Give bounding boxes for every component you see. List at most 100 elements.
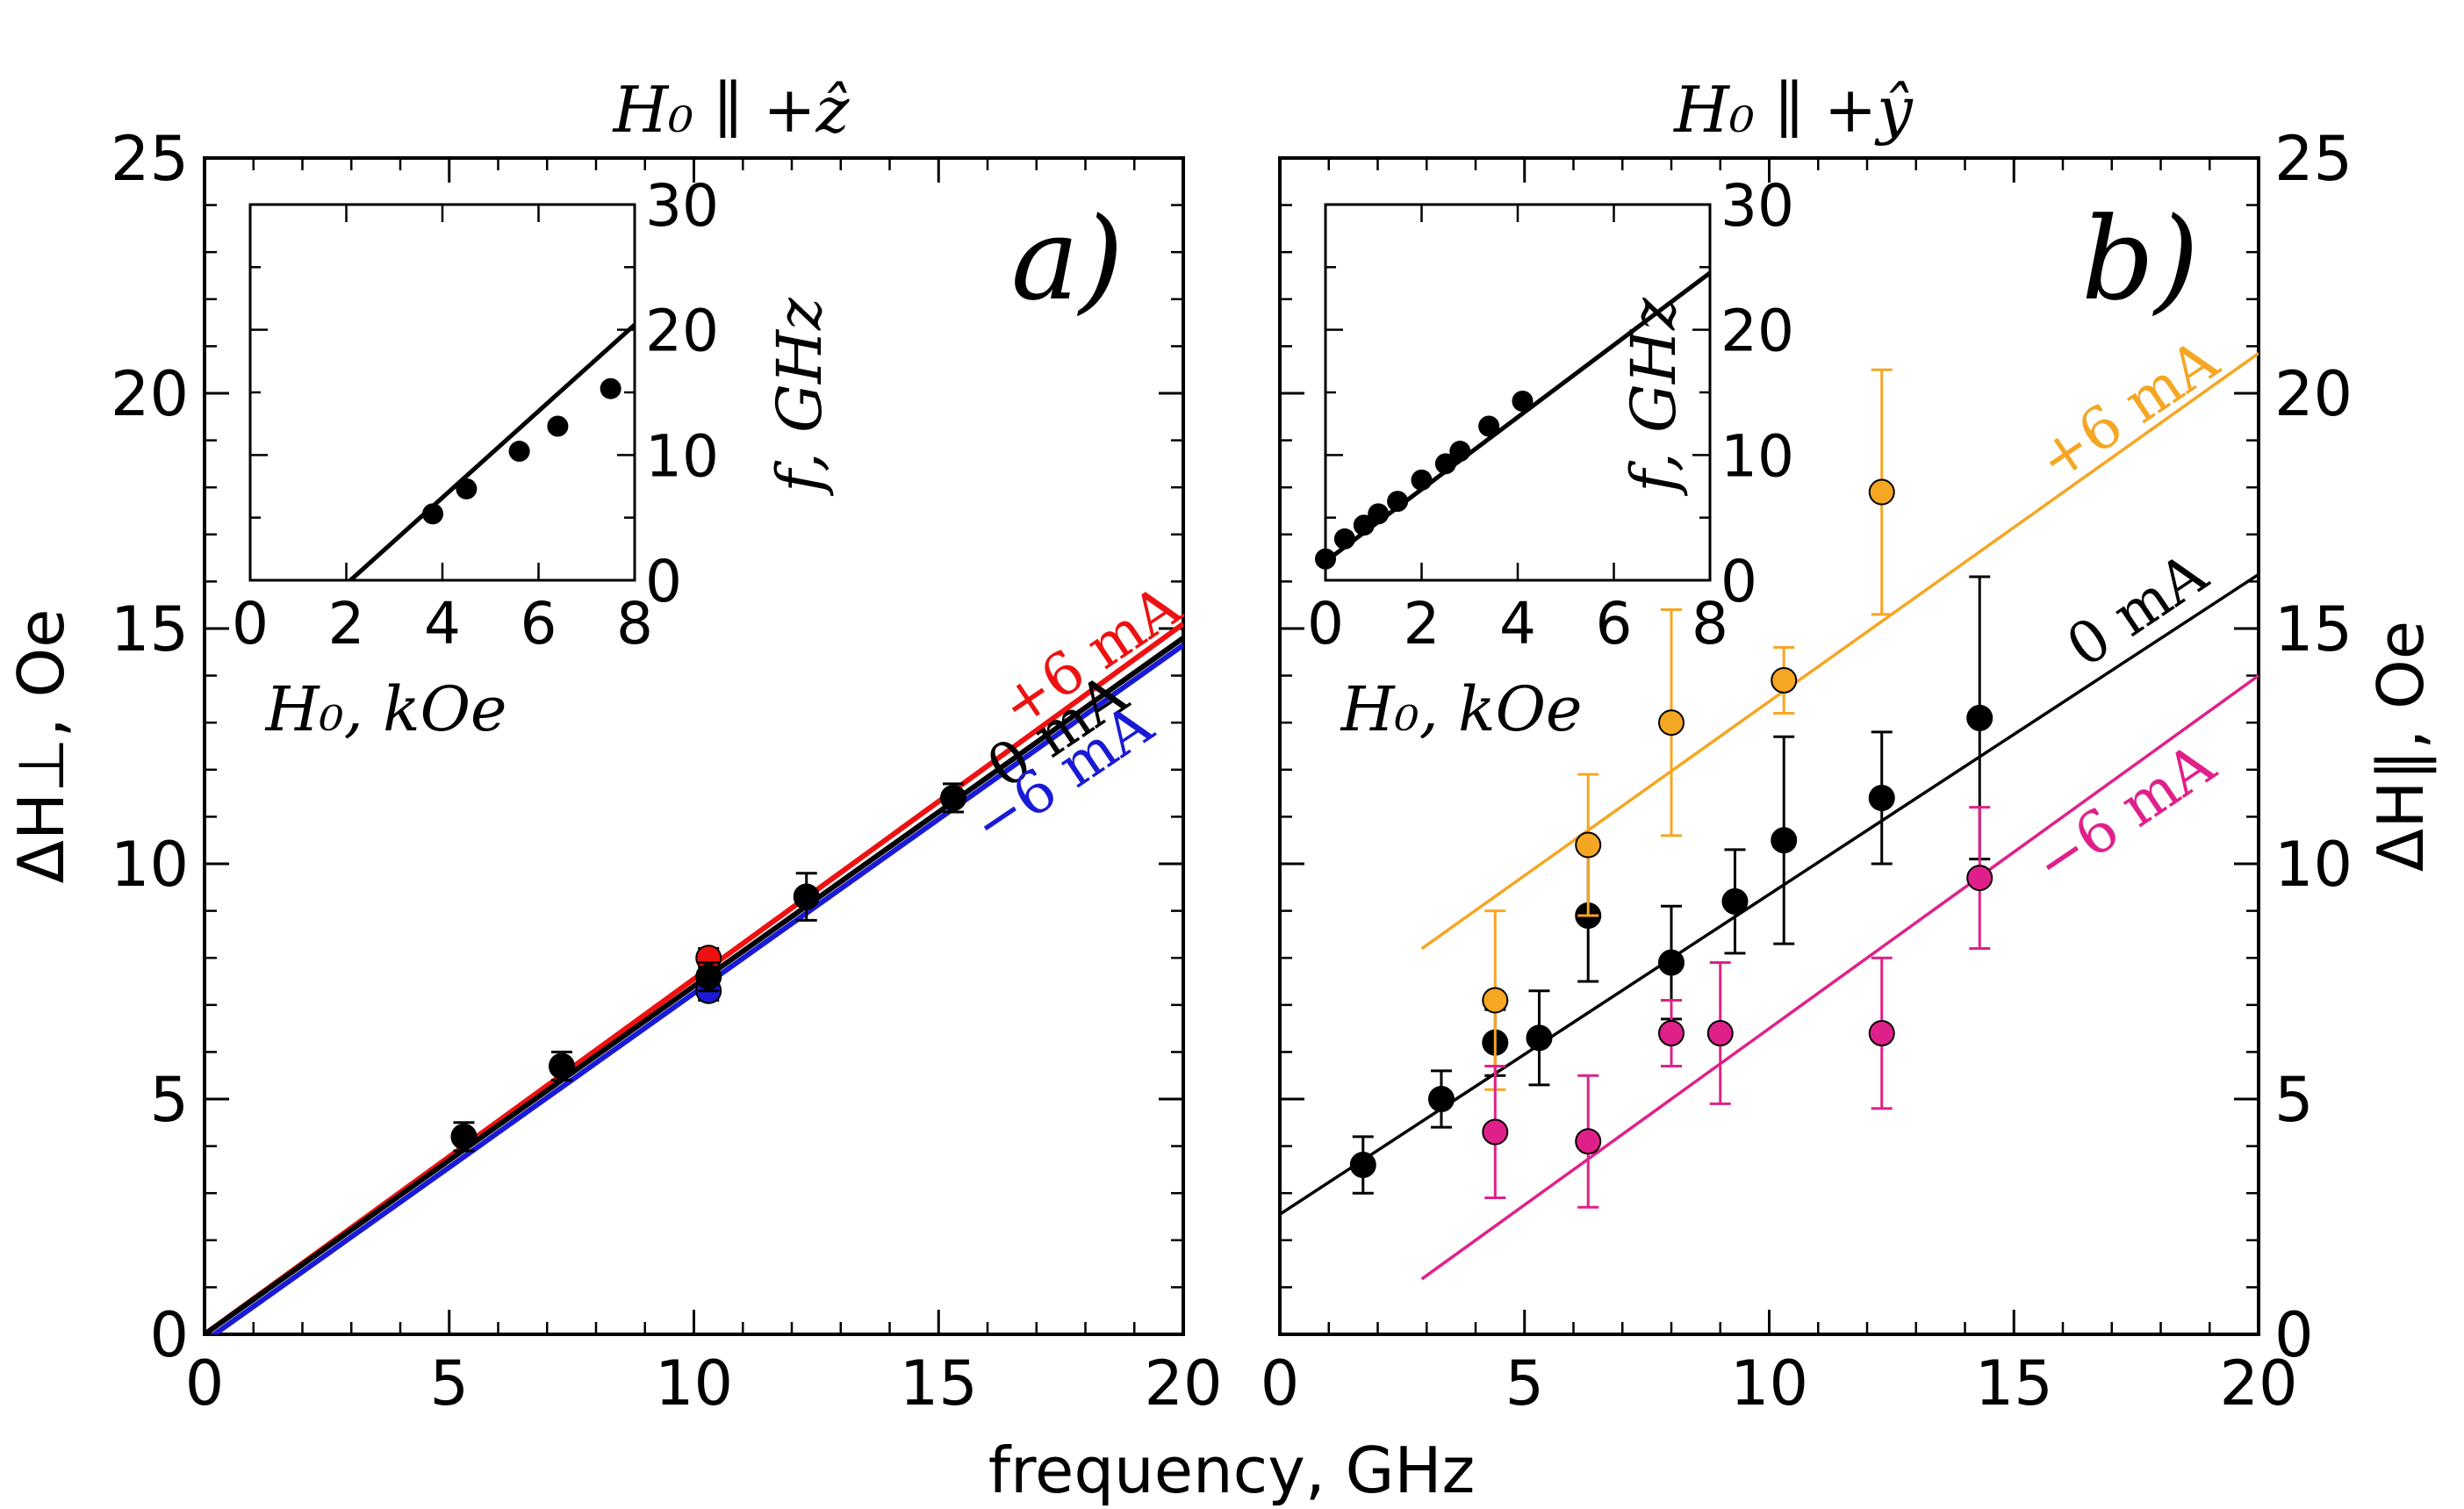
y-tick-label: 15	[2274, 593, 2353, 665]
x-tick-label: 0	[1261, 1347, 1300, 1419]
data-point	[1575, 831, 1602, 859]
y-tick-label: 15	[111, 593, 189, 665]
inset-data-point	[1333, 528, 1355, 550]
data-point	[793, 883, 820, 910]
panel-a-inset-plot	[347, 323, 635, 580]
inset-data-point	[1411, 469, 1433, 491]
y-tick-label: 5	[149, 1064, 189, 1136]
x-tick-label: 0	[185, 1347, 225, 1419]
data-point	[1658, 709, 1685, 737]
inset-y-tick-label: 10	[1720, 422, 1794, 490]
inset-y-tick-label: 20	[1720, 298, 1794, 365]
inset-data-point	[456, 478, 478, 499]
x-tick-label: 10	[1730, 1347, 1808, 1419]
data-point	[1427, 1086, 1455, 1112]
data-point	[1482, 1118, 1509, 1146]
figure-xlabel: frequency, GHz	[988, 1434, 1476, 1507]
inset-data-point	[1478, 415, 1500, 437]
inset-fit-line	[347, 323, 635, 580]
data-point	[1706, 1019, 1734, 1046]
inset-x-tick-label: 8	[1692, 590, 1728, 657]
data-point	[939, 784, 966, 811]
data-point	[548, 1053, 575, 1080]
panel-a-letter: a)	[1011, 192, 1124, 326]
inset-x-tick-label: 2	[1404, 590, 1440, 657]
data-point	[1868, 1019, 1895, 1046]
y-tick-label: 10	[111, 829, 189, 901]
data-point	[1575, 1128, 1602, 1155]
inset-y-tick-label: 0	[645, 548, 682, 615]
data-point	[1349, 1152, 1376, 1179]
panel-a-fit-lines	[205, 622, 1183, 1334]
data-point	[1482, 987, 1509, 1014]
panel-a-inset-ylabel: f, GHz	[764, 297, 836, 497]
data-point	[1658, 949, 1685, 976]
fit-line-6mA	[1420, 674, 2259, 1281]
y-tick-label: 20	[2274, 358, 2353, 430]
inset-data-point	[1353, 514, 1375, 536]
y-tick-label: 5	[2274, 1064, 2314, 1136]
x-tick-label: 15	[900, 1347, 978, 1419]
y-tick-label: 25	[2274, 123, 2353, 195]
fit-line-0mA	[205, 636, 1183, 1334]
inset-x-tick-label: 2	[328, 590, 365, 657]
x-tick-label: 10	[655, 1347, 733, 1419]
inset-y-tick-label: 10	[645, 422, 719, 490]
inset-x-tick-label: 0	[232, 590, 269, 657]
data-point	[1868, 784, 1895, 811]
inset-fit-line	[1325, 270, 1710, 564]
data-point	[1526, 1024, 1553, 1052]
panel-b-ylabel: ΔH∥, Oe	[2364, 621, 2438, 872]
inset-data-point	[547, 415, 569, 437]
x-tick-label: 20	[2219, 1347, 2297, 1419]
panel-a-ylabel: ΔH⊥, Oe	[4, 609, 78, 884]
panel-a-points	[450, 782, 966, 1153]
y-tick-label: 0	[149, 1299, 189, 1371]
inset-y-tick-label: 30	[1720, 172, 1794, 240]
y-tick-label: 25	[111, 123, 189, 195]
fit-line-6mA	[210, 643, 1183, 1334]
inset-data-point	[1315, 548, 1336, 570]
data-point	[1658, 1019, 1685, 1046]
x-tick-label: 15	[1975, 1347, 2053, 1419]
data-point	[1771, 827, 1798, 854]
data-point	[1868, 478, 1895, 506]
inset-data-point	[1434, 453, 1456, 475]
fit-line-6mA	[1420, 352, 2259, 951]
inset-data-point	[1449, 441, 1471, 463]
y-tick-label: 10	[2274, 829, 2353, 901]
x-tick-label: 20	[1144, 1347, 1222, 1419]
panel-a-inset-frame	[248, 203, 636, 582]
inset-y-tick-label: 30	[645, 172, 719, 240]
inset-data-point	[1368, 503, 1390, 525]
inset-x-tick-label: 4	[424, 590, 461, 657]
panel-b-title: H₀ ∥ +ŷ	[1672, 73, 1914, 147]
panel-a-inset-xlabel: H₀, kOe	[264, 673, 507, 745]
inset-data-point	[1387, 491, 1409, 513]
panel-b-points	[1349, 368, 1993, 1209]
inset-data-point	[600, 377, 621, 399]
inset-y-tick-label: 20	[645, 298, 719, 365]
inset-x-tick-label: 6	[521, 590, 557, 657]
inset-y-tick-label: 0	[1720, 548, 1757, 615]
data-point	[1966, 865, 1993, 892]
x-tick-label: 5	[1505, 1347, 1544, 1419]
inset-data-point	[508, 441, 530, 463]
data-point	[1771, 666, 1798, 693]
panel-a-title: H₀ ∥ +ẑ	[612, 73, 851, 147]
x-tick-label: 5	[429, 1347, 469, 1419]
data-point	[1721, 887, 1749, 915]
panel-b-inset-plot	[1315, 270, 1710, 570]
inset-x-tick-label: 0	[1307, 590, 1344, 657]
inset-x-tick-label: 6	[1596, 590, 1633, 657]
inset-x-tick-label: 4	[1499, 590, 1536, 657]
data-point	[695, 963, 722, 990]
